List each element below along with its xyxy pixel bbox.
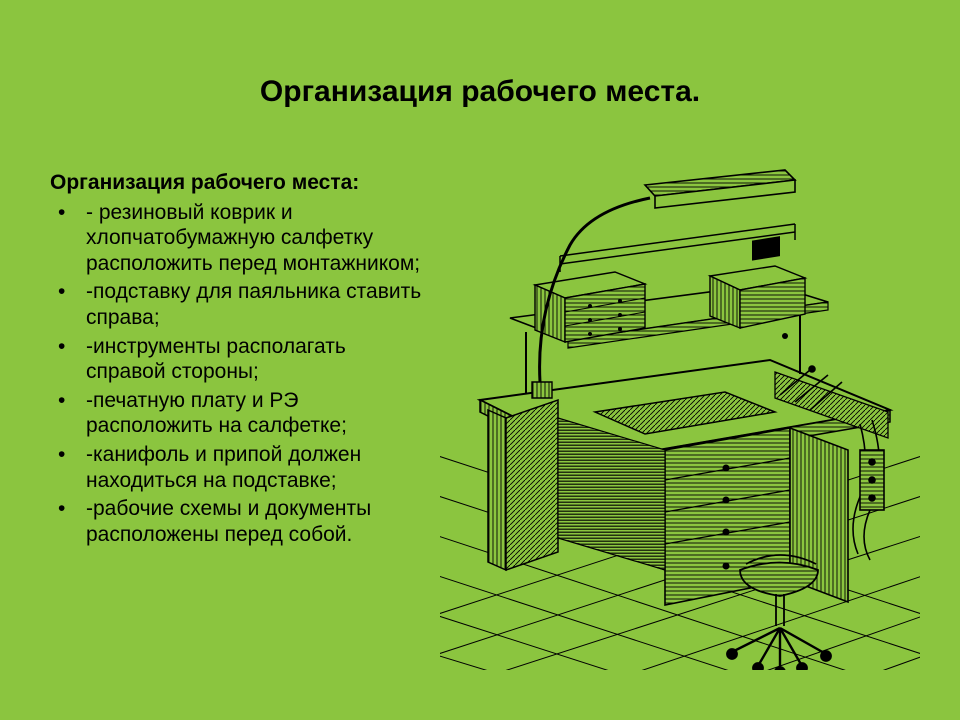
small-drawer-unit-icon <box>535 272 645 342</box>
bullet-text: - резиновый коврик и хлопчатобумажную са… <box>86 201 420 275</box>
bullet-text: -подставку для паяльника ставить справа; <box>86 280 421 329</box>
bullet-text: -инструменты располагать справой стороны… <box>86 335 346 384</box>
subheading-text: Организация рабочего места: <box>50 170 430 196</box>
workbench-illustration <box>440 150 920 670</box>
cable-icon <box>853 420 884 560</box>
bullet-text: -печатную плату и РЭ расположить на салф… <box>86 389 347 438</box>
subheading: Организация рабочего места: <box>50 170 430 196</box>
body-column: Организация рабочего места: - резиновый … <box>50 170 430 551</box>
left-leg-icon <box>488 400 558 570</box>
bullet-text: -канифоль и припой должен находиться на … <box>86 443 361 492</box>
list-item: -инструменты располагать справой стороны… <box>50 334 430 385</box>
list-item: -канифоль и припой должен находиться на … <box>50 442 430 493</box>
list-item: -подставку для паяльника ставить справа; <box>50 279 430 330</box>
bullet-list: - резиновый коврик и хлопчатобумажную са… <box>50 200 430 548</box>
list-item: - резиновый коврик и хлопчатобумажную са… <box>50 200 430 277</box>
workbench-svg <box>440 150 920 670</box>
slide: Организация рабочего места. Организация … <box>0 0 960 720</box>
slide-title: Организация рабочего места. <box>0 75 960 109</box>
list-item: -рабочие схемы и документы расположены п… <box>50 496 430 547</box>
list-item: -печатную плату и РЭ расположить на салф… <box>50 388 430 439</box>
bullet-text: -рабочие схемы и документы расположены п… <box>86 497 371 546</box>
